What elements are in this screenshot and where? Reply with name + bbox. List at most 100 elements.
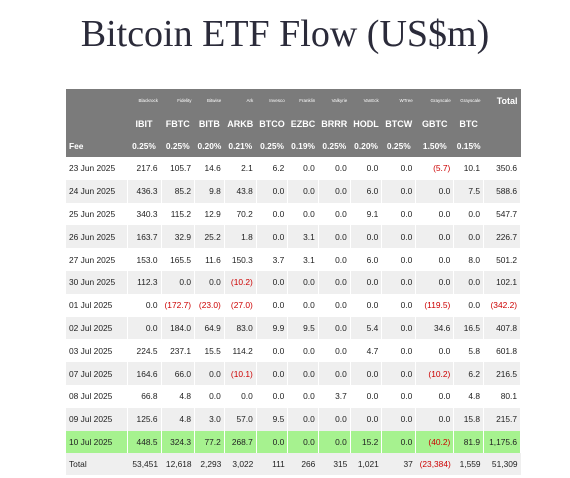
flow-cell: 9.5 xyxy=(287,316,319,340)
flow-cell: 0.0 xyxy=(318,225,351,249)
flow-cell: 0.0 xyxy=(256,339,289,363)
flow-cell: 10.1 xyxy=(453,157,485,180)
issuer-header: Ark xyxy=(224,89,257,112)
flow-cell: 0.0 xyxy=(453,202,485,226)
flow-cell: 4.8 xyxy=(161,407,196,431)
flow-cell: 81.9 xyxy=(453,430,485,454)
flow-cell: 9.8 xyxy=(194,179,225,203)
flow-cell: 0.0 xyxy=(194,362,225,385)
fee-cell: 0.20% xyxy=(194,135,225,157)
flow-cell: 268.7 xyxy=(224,430,257,454)
row-date: 07 Jul 2025 xyxy=(66,362,128,385)
flow-cell: 0.0 xyxy=(350,384,383,408)
flow-cell: (10.2) xyxy=(224,270,257,294)
flow-cell: 66.8 xyxy=(127,384,162,408)
table-row: 10 Jul 2025 448.5 324.3 77.2 268.7 0.0 0.0 0.0 1… xyxy=(66,430,522,454)
fee-cell: 0.20% xyxy=(350,135,382,157)
row-total: 601.8 xyxy=(483,339,522,363)
ticker-total-blank xyxy=(483,112,521,135)
flow-cell: 0.0 xyxy=(256,179,289,203)
row-date: 26 Jun 2025 xyxy=(66,225,128,249)
flow-cell: 0.0 xyxy=(287,270,319,294)
flow-cell: 3.0 xyxy=(194,407,225,431)
total-cell: 3,022 xyxy=(224,453,257,476)
total-cell: (23,384) xyxy=(415,453,454,476)
flow-cell: 217.6 xyxy=(127,157,162,180)
flow-cell: 0.0 xyxy=(318,362,351,385)
corner-cell xyxy=(66,89,127,112)
flow-cell: 0.0 xyxy=(318,316,351,340)
flow-cell: 14.6 xyxy=(194,157,225,180)
flow-cell: 0.0 xyxy=(350,270,383,294)
flow-cell: 0.0 xyxy=(350,157,383,180)
fee-cell: 0.25% xyxy=(381,135,416,157)
flow-cell: 0.0 xyxy=(415,270,455,294)
flow-cell: 9.1 xyxy=(350,202,383,226)
page-title: Bitcoin ETF Flow (US$m) xyxy=(80,13,490,55)
flow-cell: 2.1 xyxy=(224,157,257,180)
row-date: 10 Jul 2025 xyxy=(66,430,128,454)
flow-cell: 4.8 xyxy=(161,384,196,408)
row-date: 24 Jun 2025 xyxy=(66,179,128,203)
flow-cell: 3.1 xyxy=(287,248,319,271)
row-total: 215.7 xyxy=(483,407,522,431)
row-total: (342.2) xyxy=(483,293,522,317)
flow-cell: 0.0 xyxy=(256,225,289,249)
flow-cell: 0.0 xyxy=(415,384,455,408)
fee-total-blank xyxy=(483,135,521,157)
flow-cell: 0.0 xyxy=(381,202,417,226)
flow-cell: 0.0 xyxy=(318,293,351,317)
flow-cell: 64.9 xyxy=(194,316,225,340)
flow-cell: 0.0 xyxy=(415,225,455,249)
table-row: 23 Jun 2025 217.6 105.7 14.6 2.1 6.2 0.0 0.0 0.0… xyxy=(66,157,522,180)
flow-cell: 114.2 xyxy=(224,339,257,363)
total-cell: 315 xyxy=(318,453,351,476)
flow-cell: 0.0 xyxy=(287,339,319,363)
flow-cell: 0.0 xyxy=(381,157,417,180)
issuer-header: Grayscale xyxy=(415,89,454,112)
flow-cell: 0.0 xyxy=(381,362,417,385)
table-row: 02 Jul 2025 0.0 184.0 64.9 83.0 9.9 9.5 0.0 5.4 0… xyxy=(66,316,522,340)
total-cell: 37 xyxy=(381,453,416,476)
flow-cell: 5.4 xyxy=(350,316,383,340)
flow-cell: 164.6 xyxy=(127,362,162,385)
table-row: 09 Jul 2025 125.6 4.8 3.0 57.0 9.5 0.0 0.0 0.0 0.… xyxy=(66,407,522,431)
fee-cell: 1.50% xyxy=(415,135,454,157)
table-row: 27 Jun 2025 153.0 165.5 11.6 150.3 3.7 3.1 0.0 6… xyxy=(66,248,522,271)
flow-cell: 0.0 xyxy=(318,248,351,271)
flow-cell: 11.6 xyxy=(194,248,225,271)
flow-cell: 0.0 xyxy=(287,179,319,203)
flow-cell: 0.0 xyxy=(256,270,289,294)
row-total: 407.8 xyxy=(483,316,522,340)
flow-cell: 15.8 xyxy=(453,407,485,431)
flow-cell: 0.0 xyxy=(318,157,351,180)
flow-cell: 0.0 xyxy=(224,384,257,408)
row-total: 226.7 xyxy=(483,225,522,249)
flow-cell: 9.9 xyxy=(256,316,289,340)
flow-cell: 83.0 xyxy=(224,316,257,340)
row-total: 1,175.6 xyxy=(483,430,522,454)
table-row: 25 Jun 2025 340.3 115.2 12.9 70.2 0.0 0.0 0.0 9.… xyxy=(66,202,522,226)
flow-cell: 0.0 xyxy=(350,362,383,385)
flow-cell: 0.0 xyxy=(381,339,417,363)
flow-cell: 0.0 xyxy=(256,202,289,226)
ticker-header: BTC xyxy=(453,112,484,135)
fee-cell: 0.25% xyxy=(127,135,161,157)
table-row: 08 Jul 2025 66.8 4.8 0.0 0.0 0.0 0.0 3.7 0.0 0.0 0… xyxy=(66,384,522,408)
flow-cell: 0.0 xyxy=(318,430,351,454)
flow-cell: 34.6 xyxy=(415,316,455,340)
flow-cell: 0.0 xyxy=(161,270,196,294)
ticker-header: GBTC xyxy=(415,112,454,135)
flow-cell: 0.0 xyxy=(415,339,455,363)
flow-cell: 85.2 xyxy=(161,179,196,203)
flow-cell: 0.0 xyxy=(287,362,319,385)
flow-cell: 224.5 xyxy=(127,339,162,363)
fee-cell: 0.25% xyxy=(318,135,351,157)
total-cell: 1,559 xyxy=(453,453,484,476)
flow-cell: 0.0 xyxy=(256,362,289,385)
flow-cell: 6.2 xyxy=(453,362,485,385)
row-total: 547.7 xyxy=(483,202,522,226)
ticker-header-row: IBIT FBTC BITB ARKB BTCO EZBC BRRR HODL … xyxy=(66,112,521,135)
flow-cell: 105.7 xyxy=(161,157,196,180)
fee-label: Fee xyxy=(66,135,127,157)
